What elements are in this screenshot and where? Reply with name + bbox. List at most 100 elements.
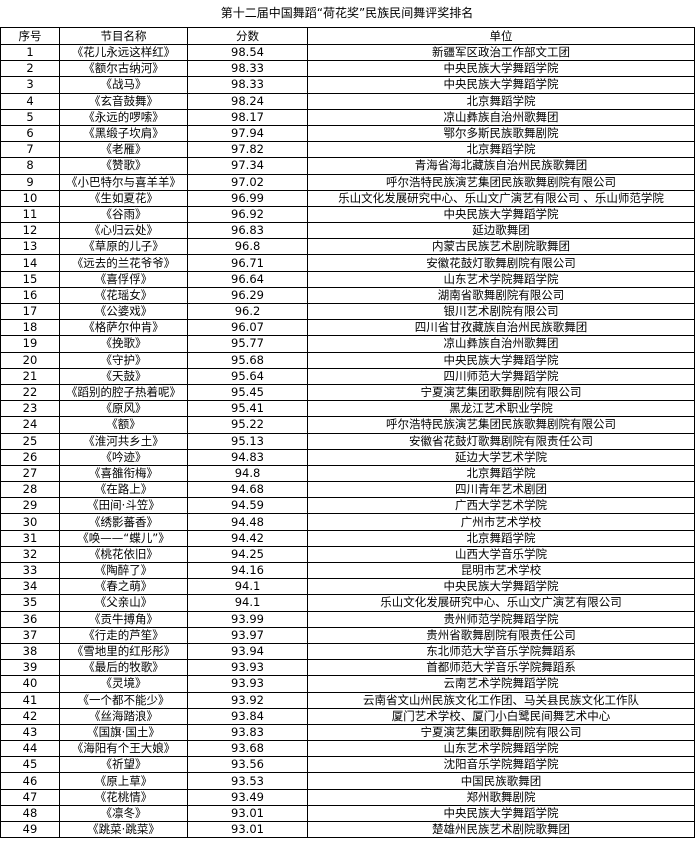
program-cell: 《淮河共乡土》 [59,432,188,450]
unit-cell: 乐山文化发展研究中心、乐山文广演艺有限公司 、乐山师范学院 [307,189,695,207]
program-cell: 《绣影蕃香》 [59,513,188,531]
score-cell: 94.42 [187,529,308,547]
unit-cell: 贵州师范学院舞蹈学院 [307,610,695,628]
rank-cell: 11 [0,205,60,224]
unit-cell: 延边大学艺术学院 [307,448,695,466]
table-row: 41 《一个都不能少》 93.92 云南省文山州民族文化工作团、马关县民族文化工作队 [0,691,695,709]
program-cell: 《花瑶女》 [59,286,188,305]
program-cell: 《心归云处》 [59,222,188,240]
table-row: 2 《额尔古纳河》 98.33 中央民族大学舞蹈学院 [0,60,695,78]
program-cell: 《田间·斗笠》 [59,497,188,515]
unit-cell: 延边歌舞团 [307,222,695,240]
table-row: 24 《额》 95.22 呼尔浩特民族演艺集团民族歌舞剧院有限公司 [0,416,695,434]
table-row: 30 《绣影蕃香》 94.48 广州市艺术学校 [0,513,695,531]
score-cell: 97.34 [187,157,308,175]
table-row: 13 《草原的儿子》 96.8 内蒙古民族艺术剧院歌舞团 [0,238,695,256]
program-cell: 《格萨尔仲肯》 [59,319,188,337]
rank-cell: 13 [0,238,60,256]
program-cell: 《凛冬》 [59,804,188,823]
table-row: 45 《祈望》 93.56 沈阳音乐学院舞蹈学院 [0,756,695,774]
score-cell: 93.01 [187,820,308,839]
table-row: 14 《远去的兰花爷爷》 96.71 安徽花鼓灯歌舞剧院有限公司 [0,254,695,272]
unit-cell: 青海省海北藏族自治州民族歌舞团 [307,157,695,175]
program-cell: 《谷雨》 [59,205,188,224]
unit-cell: 郑州歌舞剧院 [307,788,695,806]
program-cell: 《挽歌》 [59,335,188,353]
program-cell: 《蹈别的腔子热着呢》 [59,383,188,402]
rank-cell: 40 [0,675,60,693]
program-cell: 《唤——“蝶儿”》 [59,529,188,547]
program-cell: 《原上草》 [59,772,188,790]
table-row: 36 《贡牛搏角》 93.99 贵州师范学院舞蹈学院 [0,610,695,628]
rank-cell: 43 [0,723,60,742]
program-cell: 《赞歌》 [59,157,188,175]
score-cell: 96.07 [187,319,308,337]
rank-cell: 35 [0,594,60,612]
unit-cell: 银川艺术剧院有限公司 [307,302,695,321]
rank-cell: 28 [0,481,60,499]
unit-cell: 四川青年艺术剧团 [307,481,695,499]
score-cell: 98.24 [187,92,308,110]
score-cell: 93.01 [187,804,308,823]
rank-cell: 8 [0,157,60,175]
score-cell: 96.92 [187,205,308,224]
program-cell: 《远去的兰花爷爷》 [59,254,188,272]
program-cell: 《贡牛搏角》 [59,610,188,628]
program-cell: 《在路上》 [59,481,188,499]
table-row: 1 《花儿永远这样红》 98.54 新疆军区政治工作部文工团 [0,43,695,62]
unit-cell: 沈阳音乐学院舞蹈学院 [307,756,695,774]
program-cell: 《吟迹》 [59,448,188,466]
score-cell: 93.97 [187,626,308,644]
table-row: 17 《公婆戏》 96.2 银川艺术剧院有限公司 [0,302,695,321]
unit-cell: 中央民族大学舞蹈学院 [307,351,695,369]
program-cell: 《老雁》 [59,141,188,159]
score-cell: 96.29 [187,286,308,305]
program-cell: 《公婆戏》 [59,302,188,321]
unit-cell: 首都师范大学音乐学院舞蹈系 [307,659,695,677]
rank-cell: 19 [0,335,60,353]
rank-cell: 49 [0,820,60,839]
table-row: 4 《玄音鼓舞》 98.24 北京舞蹈学院 [0,92,695,110]
table-row: 19 《挽歌》 95.77 凉山彝族自治州歌舞团 [0,335,695,353]
table-row: 12 《心归云处》 96.83 延边歌舞团 [0,222,695,240]
score-cell: 96.8 [187,238,308,256]
rank-cell: 25 [0,432,60,450]
program-cell: 《父亲山》 [59,594,188,612]
rank-cell: 48 [0,804,60,823]
score-cell: 93.84 [187,707,308,725]
header-cell: 节目名称 [59,27,188,45]
score-cell: 98.17 [187,108,308,126]
score-cell: 93.68 [187,740,308,758]
table-row: 40 《灵境》 93.93 云南艺术学院舞蹈学院 [0,675,695,693]
unit-cell: 呼尔浩特民族演艺集团民族歌舞剧院有限公司 [307,173,695,191]
unit-cell: 云南艺术学院舞蹈学院 [307,675,695,693]
score-cell: 93.49 [187,788,308,806]
rank-cell: 42 [0,707,60,725]
program-cell: 《行走的芦笙》 [59,626,188,644]
program-cell: 《守护》 [59,351,188,369]
unit-cell: 中央民族大学舞蹈学院 [307,578,695,596]
table-row: 3 《战马》 98.33 中央民族大学舞蹈学院 [0,76,695,94]
table-row: 28 《在路上》 94.68 四川青年艺术剧团 [0,481,695,499]
table-row: 31 《唤——“蝶儿”》 94.42 北京舞蹈学院 [0,529,695,547]
score-cell: 95.22 [187,416,308,434]
table-row: 32 《桃花依旧》 94.25 山西大学音乐学院 [0,545,695,564]
table-row: 16 《花瑶女》 96.29 湖南省歌舞剧院有限公司 [0,286,695,305]
rank-cell: 18 [0,319,60,337]
program-cell: 《跳菜·跳菜》 [59,820,188,839]
score-cell: 98.33 [187,76,308,94]
table-row: 5 《永远的啰嗦》 98.17 凉山彝族自治州歌舞团 [0,108,695,126]
program-cell: 《花儿永远这样红》 [59,43,188,62]
table-row: 27 《喜雒衔梅》 94.8 北京舞蹈学院 [0,464,695,483]
header-cell: 单位 [307,27,695,45]
table-row: 34 《春之萌》 94.1 中央民族大学舞蹈学院 [0,578,695,596]
program-cell: 《陶醉了》 [59,561,188,580]
rank-cell: 47 [0,788,60,806]
score-cell: 95.41 [187,400,308,418]
header-cell: 序号 [0,27,60,45]
unit-cell: 湖南省歌舞剧院有限公司 [307,286,695,305]
score-cell: 94.59 [187,497,308,515]
rank-cell: 45 [0,756,60,774]
program-cell: 《雪地里的红彤彤》 [59,642,188,661]
